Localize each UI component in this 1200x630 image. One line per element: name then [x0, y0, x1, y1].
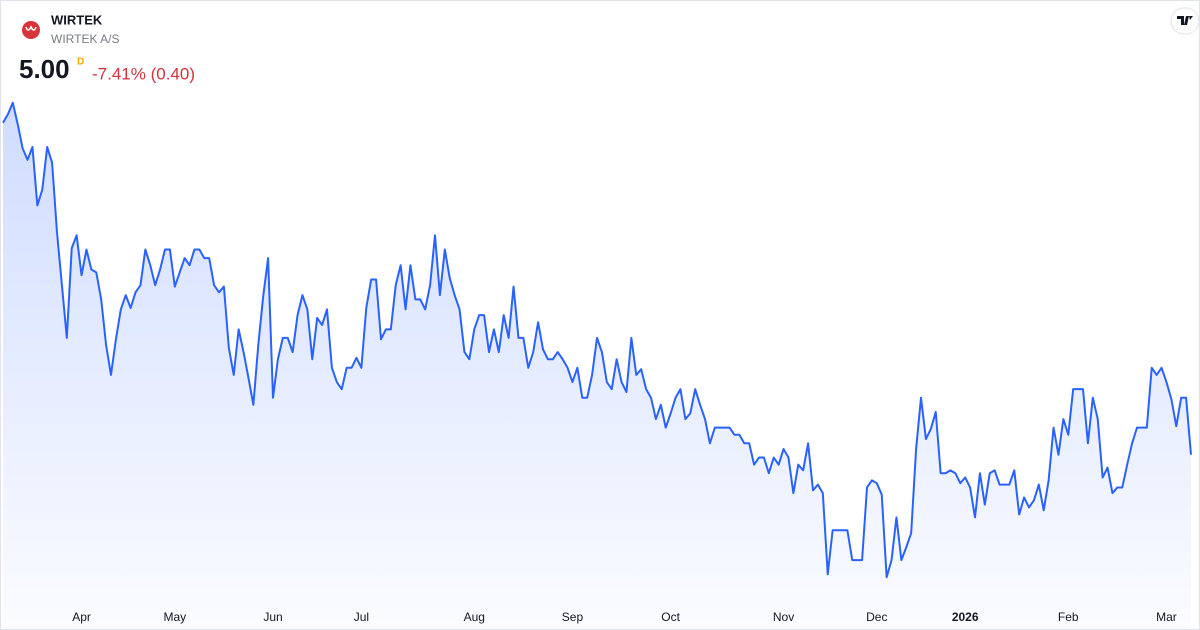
area-fill: [3, 102, 1191, 629]
x-tick-label: Sep: [562, 610, 584, 624]
x-tick-label: Nov: [773, 610, 794, 624]
x-tick-label: Jun: [263, 610, 282, 624]
last-price: 5.00: [19, 54, 70, 84]
plot-area: Apr May Jun Jul Aug Sep Oct Nov Dec 2026 Feb Mar: [2, 101, 1192, 629]
x-tick-label: Aug: [464, 610, 485, 624]
symbol: WIRTEK: [51, 12, 103, 27]
company-name: WIRTEK A/S: [51, 32, 119, 46]
logo-mark[interactable]: [1177, 16, 1193, 25]
x-tick-label: Feb: [1058, 610, 1079, 624]
x-tick-label: Dec: [866, 610, 887, 624]
price-change: -7.41% (0.40): [92, 64, 195, 83]
x-tick-label: Oct: [661, 610, 680, 624]
x-tick-label: Apr: [72, 610, 91, 624]
x-tick-label: 2026: [952, 610, 979, 624]
x-tick-label: May: [163, 610, 186, 624]
symbol-logo-mark: [25, 25, 37, 31]
x-tick-label: Jul: [354, 610, 369, 624]
symbol-logo: [22, 21, 40, 39]
tradingview-logo[interactable]: [1170, 7, 1200, 35]
x-tick-label: Mar: [1156, 610, 1177, 624]
price-line: [2, 101, 1192, 579]
interval: D: [77, 57, 84, 68]
